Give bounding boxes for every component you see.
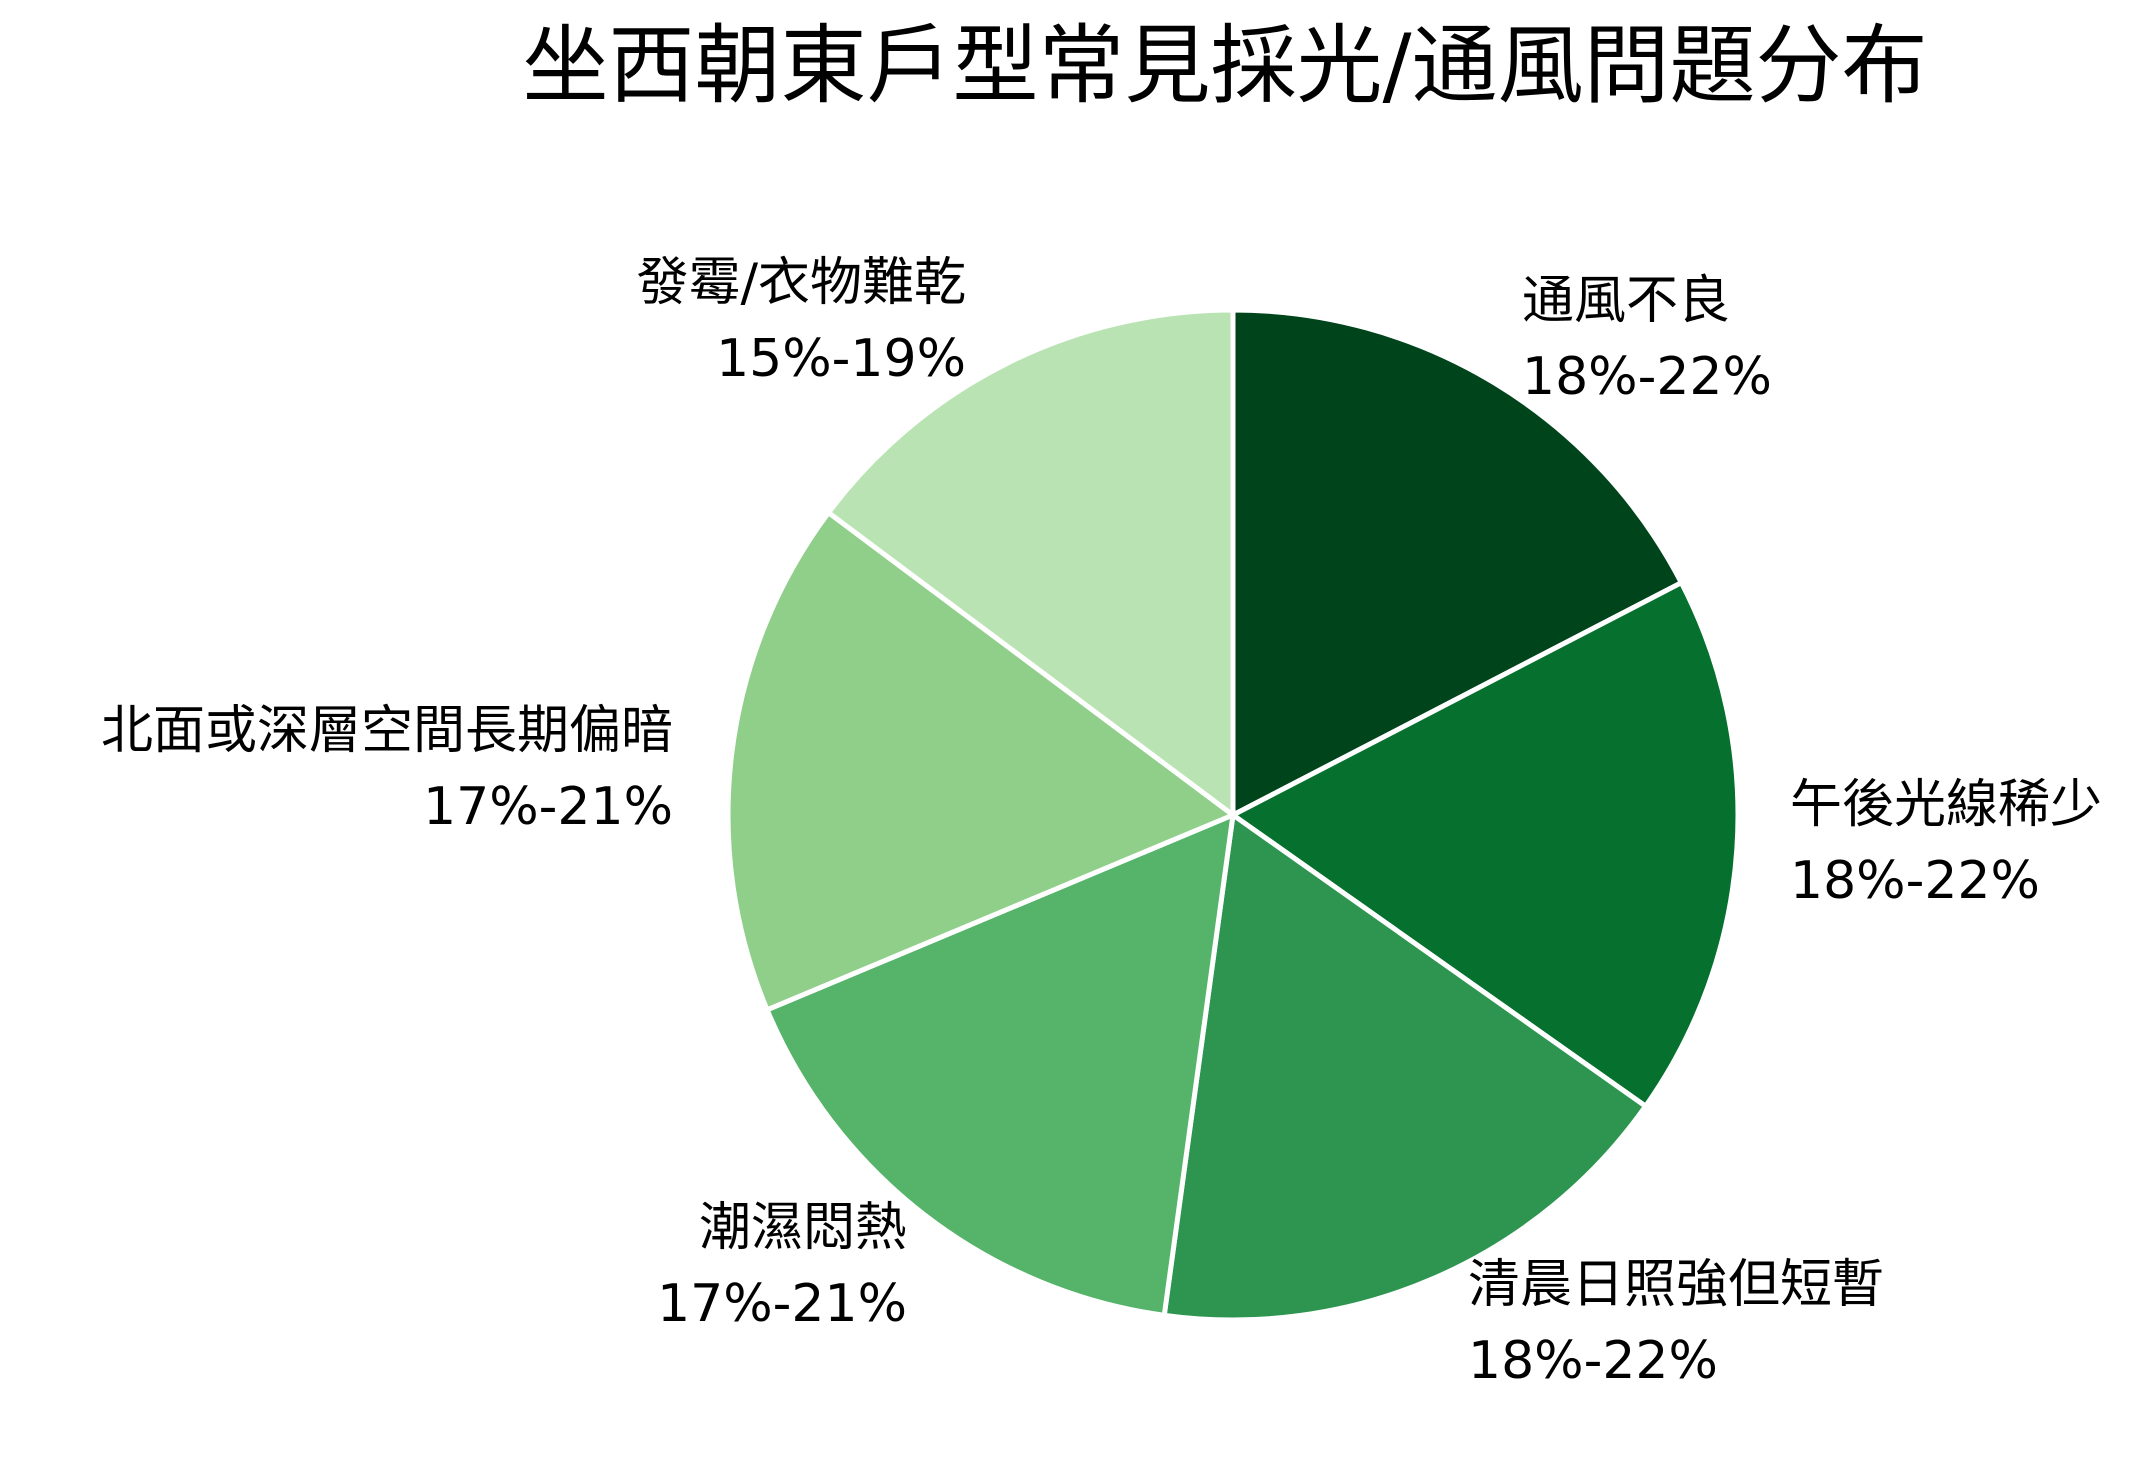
pie-slice — [1230, 307, 1684, 818]
chart-title: 坐西朝東戶型常見採光/通風問題分布 — [523, 16, 1928, 116]
slice-label: 清晨日照強但短暫 — [1468, 1255, 1884, 1315]
slice-label: 午後光線稀少 — [1790, 775, 2102, 835]
slice-label: 通風不良 — [1522, 271, 1730, 331]
slice-value-label: 18%-22% — [1468, 1331, 1718, 1391]
pie-slice — [1161, 812, 1649, 1323]
pie-slice — [1230, 580, 1741, 1109]
pie-labels: 通風不良 18%-22% 午後光線稀少 18%-22% 清晨日照強但短暫 18%-22% 潮… — [101, 253, 2102, 1391]
slice-value-label: 17%-21% — [657, 1274, 907, 1334]
slice-label: 潮濕悶熱 — [699, 1198, 907, 1258]
slice-value-label: 18%-22% — [1790, 851, 2040, 911]
pie-slices — [725, 307, 1741, 1323]
slice-label: 北面或深層空間長期偏暗 — [101, 701, 673, 761]
slice-value-label: 18%-22% — [1522, 347, 1772, 407]
pie-slice — [725, 510, 1236, 1013]
slice-value-label: 17%-21% — [423, 777, 673, 837]
slice-value-label: 15%-19% — [716, 329, 966, 389]
pie-slice — [826, 307, 1236, 818]
slice-label: 發霉/衣物難乾 — [636, 253, 966, 313]
pie-slice — [764, 812, 1236, 1318]
